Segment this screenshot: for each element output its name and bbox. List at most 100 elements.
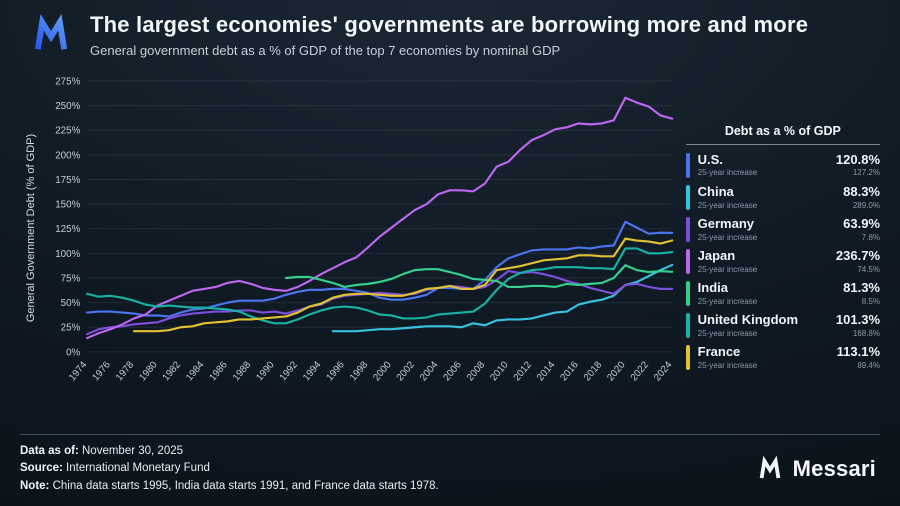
- legend-item-labels: China 25-year increase: [697, 183, 835, 210]
- legend-sub-label: 25-year increase: [697, 232, 758, 242]
- legend-item-germany: Germany 25-year increase 63.9% 7.8%: [685, 213, 880, 245]
- legend-current-value: 101.3%: [835, 312, 880, 328]
- legend-item-japan: Japan 25-year increase 236.7% 74.5%: [685, 245, 880, 277]
- svg-text:1976: 1976: [90, 359, 113, 383]
- svg-text:2014: 2014: [535, 359, 558, 383]
- legend-title: Debt as a % of GDP: [685, 124, 880, 145]
- legend-country-name: India: [697, 280, 728, 295]
- legend-item-values: 120.8% 127.2%: [835, 151, 880, 178]
- legend-item-united-kingdom: United Kingdom 25-year increase 101.3% 168.…: [685, 310, 880, 342]
- svg-text:150%: 150%: [55, 200, 80, 211]
- legend-sub-label: 25-year increase: [697, 200, 758, 210]
- legend-color-swatch: [685, 152, 690, 178]
- legend-country-name: Japan: [697, 247, 736, 263]
- note: Note: China data starts 1995, India data…: [20, 480, 439, 493]
- legend-increase-value: 168.8%: [852, 329, 880, 339]
- svg-text:125%: 125%: [55, 224, 80, 235]
- legend-current-value: 88.3%: [843, 183, 880, 199]
- legend-items: U.S. 25-year increase 120.8% 127.2% China 25-…: [685, 149, 880, 374]
- legend-item-labels: U.S. 25-year increase: [697, 151, 828, 178]
- svg-text:2012: 2012: [511, 360, 533, 384]
- debt-line-chart: 0% 25% 50% 75% 100% 125% 150% 175% 200% 225% 250% 2…: [55, 76, 675, 384]
- legend-country-name: Germany: [697, 215, 755, 231]
- legend-item-labels: France 25-year increase: [697, 344, 829, 370]
- legend-increase-value: 289.0%: [852, 200, 880, 210]
- page-title: The largest economies' governments are b…: [90, 12, 809, 37]
- messari-footer-icon: [759, 455, 780, 479]
- svg-text:250%: 250%: [55, 101, 80, 112]
- legend-sub-label: 25-year increase: [697, 168, 758, 178]
- legend-color-swatch: [685, 216, 690, 242]
- svg-text:2010: 2010: [488, 359, 511, 383]
- data-as-of: Data as of: November 30, 2025: [20, 444, 184, 457]
- footer-notes: Data as of: November 30, 2025 Source: In…: [20, 443, 439, 496]
- legend-current-value: 113.1%: [836, 344, 880, 360]
- title-block: The largest economies' governments are b…: [90, 12, 808, 58]
- legend-color-swatch: [685, 345, 690, 371]
- legend-country-name: U.S.: [697, 151, 723, 167]
- y-axis-label: General Government Debt (% of GDP): [24, 133, 37, 322]
- legend-current-value: 63.9%: [843, 215, 880, 231]
- legend-country-name: France: [697, 344, 741, 360]
- legend-item-values: 63.9% 7.8%: [843, 215, 880, 242]
- svg-text:1998: 1998: [347, 359, 370, 383]
- legend-color-swatch: [685, 184, 690, 210]
- svg-text:75%: 75%: [60, 273, 80, 284]
- svg-text:175%: 175%: [55, 175, 80, 186]
- svg-text:1986: 1986: [207, 359, 230, 383]
- svg-text:2020: 2020: [605, 359, 628, 383]
- svg-text:2024: 2024: [652, 359, 675, 383]
- legend-item-labels: Germany 25-year increase: [697, 215, 835, 242]
- page-subtitle: General government debt as a % of GDP of…: [90, 43, 561, 58]
- svg-text:2002: 2002: [394, 360, 416, 384]
- legend-country-name: China: [697, 183, 734, 199]
- legend-item-india: India 25-year increase 81.3% 8.5%: [685, 278, 880, 310]
- svg-text:2004: 2004: [418, 359, 441, 383]
- legend-color-swatch: [685, 248, 690, 274]
- svg-text:2018: 2018: [581, 359, 604, 383]
- svg-text:1996: 1996: [324, 359, 347, 383]
- legend-item-values: 113.1% 89.4%: [836, 344, 880, 370]
- svg-text:225%: 225%: [55, 126, 80, 137]
- source: Source: International Monetary Fund: [20, 462, 210, 475]
- legend-current-value: 236.7%: [835, 247, 880, 263]
- legend-sub-label: 25-year increase: [697, 264, 758, 274]
- svg-text:50%: 50%: [60, 298, 80, 309]
- legend-item-values: 81.3% 8.5%: [843, 280, 880, 306]
- legend-current-value: 120.8%: [835, 151, 880, 167]
- legend-item-values: 88.3% 289.0%: [843, 183, 880, 210]
- svg-text:2008: 2008: [464, 359, 487, 383]
- svg-text:100%: 100%: [55, 249, 80, 260]
- footer: Data as of: November 30, 2025 Source: In…: [20, 433, 880, 496]
- legend-item-values: 236.7% 74.5%: [835, 247, 880, 274]
- svg-text:275%: 275%: [55, 76, 80, 87]
- svg-text:200%: 200%: [55, 150, 80, 161]
- legend-sub-label: 25-year increase: [697, 296, 758, 306]
- svg-text:2016: 2016: [558, 359, 581, 383]
- svg-text:0%: 0%: [66, 347, 80, 358]
- svg-text:25%: 25%: [60, 323, 80, 334]
- svg-text:1978: 1978: [113, 359, 136, 383]
- brand-name: Messari: [792, 456, 876, 482]
- messari-wordmark: Messari: [756, 455, 880, 483]
- legend-item-france: France 25-year increase 113.1% 89.4%: [685, 342, 880, 374]
- legend-increase-value: 7.8%: [861, 232, 880, 242]
- header: The largest economies' governments are b…: [20, 12, 880, 58]
- legend-sub-label: 25-year increase: [697, 329, 758, 339]
- svg-text:1980: 1980: [137, 359, 160, 383]
- messari-logo-icon: [28, 12, 74, 58]
- legend-country-name: United Kingdom: [697, 312, 799, 328]
- svg-text:1974: 1974: [67, 359, 90, 383]
- legend-color-swatch: [685, 313, 690, 339]
- legend-item-labels: India 25-year increase: [697, 280, 835, 306]
- legend-item-labels: United Kingdom 25-year increase: [697, 312, 828, 339]
- legend-increase-value: 8.5%: [861, 296, 880, 306]
- svg-text:1990: 1990: [254, 359, 277, 383]
- svg-text:1982: 1982: [160, 360, 182, 384]
- legend-item-values: 101.3% 168.8%: [835, 312, 880, 339]
- svg-text:1988: 1988: [230, 359, 253, 383]
- legend-item-labels: Japan 25-year increase: [697, 247, 828, 274]
- legend-item-china: China 25-year increase 88.3% 289.0%: [685, 181, 880, 213]
- legend-current-value: 81.3%: [843, 280, 880, 295]
